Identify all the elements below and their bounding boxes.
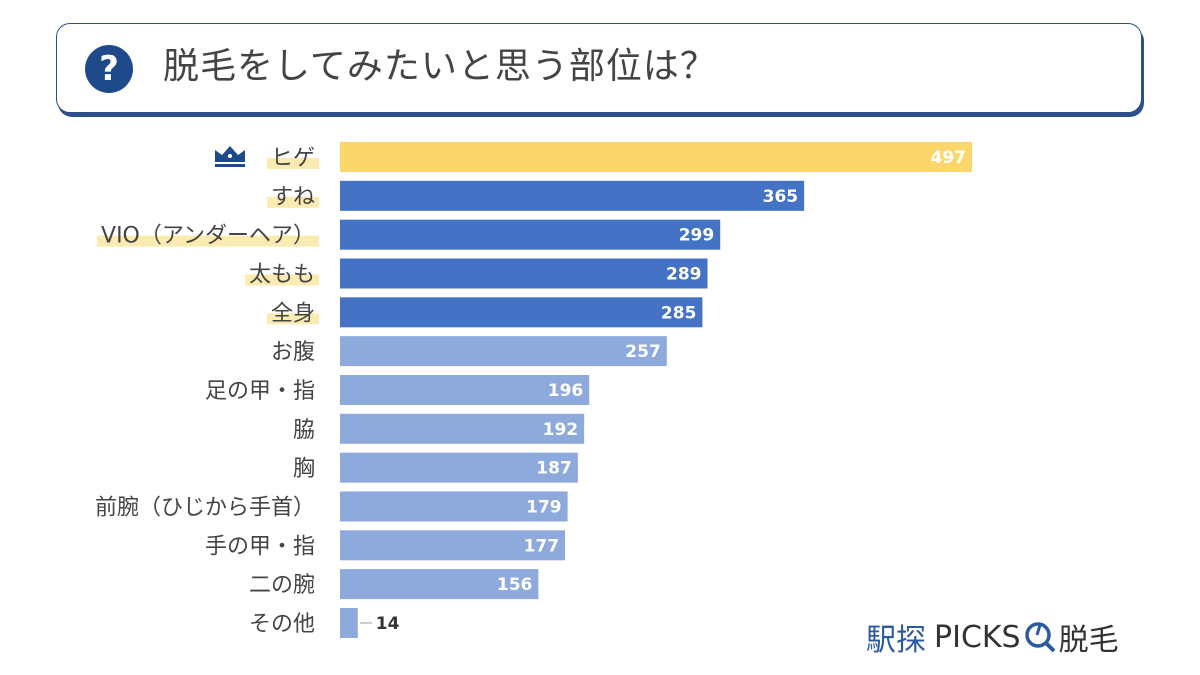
- category-label: 脇: [293, 418, 315, 443]
- value-label: 192: [543, 420, 579, 440]
- logo-text-3: 脱毛: [1058, 623, 1119, 658]
- category-label: 胸: [293, 457, 315, 482]
- crown-gem: [228, 154, 232, 158]
- label-highlight: [244, 274, 319, 286]
- value-label: 285: [661, 303, 697, 323]
- logo: 駅探 PICKS 脱毛: [866, 615, 1119, 659]
- bar: [340, 374, 590, 405]
- bar: [340, 219, 721, 250]
- bar: [340, 258, 708, 289]
- bar: [340, 607, 358, 638]
- category-label: 手の甲・指: [205, 534, 315, 559]
- value-label: 187: [536, 459, 572, 479]
- value-label: 289: [666, 264, 702, 284]
- bar: [340, 336, 667, 367]
- title-box: ? 脱毛をしてみたいと思う部位は？: [56, 23, 1142, 113]
- value-label: 497: [931, 148, 967, 168]
- category-label: その他: [249, 612, 315, 637]
- logo-text-1: 駅探: [866, 623, 926, 658]
- category-label: VIO（アンダーヘア）: [101, 224, 315, 249]
- label-highlight: [266, 158, 319, 169]
- category-label: 全身: [271, 301, 315, 326]
- category-label: すね: [271, 185, 315, 210]
- value-label: 196: [548, 381, 584, 401]
- category-label: 二の腕: [249, 573, 315, 598]
- label-highlight: [266, 313, 319, 325]
- category-label: 太もも: [249, 262, 315, 287]
- logo-text-2: PICKS: [934, 619, 1021, 655]
- label-highlight: [266, 196, 319, 208]
- category-label: 足の甲・指: [205, 379, 315, 404]
- value-label: 179: [526, 497, 562, 517]
- value-label: 299: [679, 226, 715, 246]
- category-label: 前腕（ひじから手首）: [95, 495, 315, 520]
- value-label: 156: [497, 575, 533, 595]
- value-label: 14: [376, 614, 400, 634]
- crown-base: [215, 164, 245, 167]
- bar: [340, 180, 805, 211]
- bar: [340, 569, 539, 600]
- value-label: 177: [524, 536, 560, 556]
- category-label: ヒゲ: [271, 146, 315, 171]
- question-circle-icon: ?: [85, 45, 133, 93]
- bar: [340, 413, 585, 444]
- category-label: お腹: [271, 340, 315, 365]
- bar: [340, 142, 972, 172]
- label-highlight: [97, 235, 319, 247]
- page-title: 脱毛をしてみたいと思う部位は？: [163, 46, 717, 87]
- bar: [340, 452, 578, 483]
- bar: [340, 491, 568, 522]
- value-label: 365: [763, 187, 799, 207]
- magnifier-icon: [1024, 622, 1056, 653]
- value-label: 257: [625, 342, 661, 362]
- bar: [340, 297, 703, 328]
- bar: [340, 530, 566, 561]
